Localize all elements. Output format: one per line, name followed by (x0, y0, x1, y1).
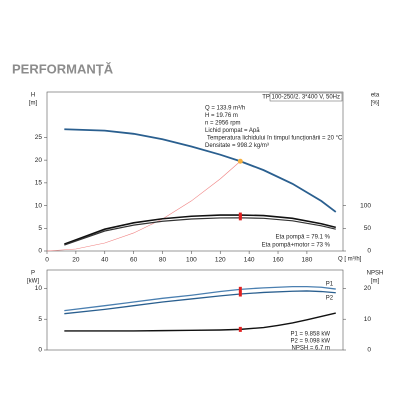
y-axis-label: H (31, 93, 35, 99)
curve (64, 128, 337, 213)
annotation: Lichid pompat = Apă (205, 128, 260, 134)
curve (64, 312, 336, 332)
annotation: n = 2956 rpm (205, 121, 241, 127)
plot-frame (46, 269, 344, 351)
x-tick-label: 80 (159, 257, 167, 264)
y-tick-label: 5 (38, 316, 42, 323)
x-tick-label: 100 (186, 257, 197, 264)
x-tick-label: 60 (130, 257, 138, 264)
y2-axis-label: [m] (371, 279, 380, 285)
duty-marker (238, 291, 242, 297)
y2-tick-label: 100 (360, 202, 371, 209)
x-axis-label: Q [ m³/h] (338, 257, 362, 263)
annotation: Q = 133.9 m³/h (205, 106, 245, 112)
y-tick-label: 20 (35, 157, 43, 164)
annotation: Temperatura lichidului în timpul funcțio… (207, 136, 343, 142)
annotation: Eta pompă+motor = 73 % (262, 243, 331, 249)
y2-tick-label: 10 (364, 316, 372, 323)
annotation: TP 100-250/2. 3*400 V, 50Hz (262, 95, 340, 101)
x-tick-label: 0 (45, 257, 49, 264)
x-tick-label: 180 (301, 257, 312, 264)
y-axis-label: P (31, 271, 35, 277)
annotation: Eta pompă = 79.1 % (275, 235, 330, 241)
annotation: Densitate = 998.2 kg/m³ (205, 143, 269, 149)
y-tick-label: 15 (35, 180, 43, 187)
annotation: P2 = 9.098 kW (290, 339, 330, 345)
y2-axis-label: [%] (371, 101, 380, 107)
y-tick-label: 10 (35, 202, 43, 209)
curve (64, 285, 336, 312)
x-tick-label: 40 (101, 257, 109, 264)
duty-point (237, 158, 243, 164)
duty-marker (238, 286, 242, 292)
y-tick-label: 25 (35, 134, 43, 141)
y-tick-label: 0 (38, 347, 42, 354)
annotation: H = 19.76 m (205, 113, 238, 119)
x-tick-label: 140 (244, 257, 255, 264)
y-axis-label: [kW] (27, 279, 39, 285)
y2-tick-label: 0 (367, 347, 371, 354)
duty-marker (238, 326, 242, 332)
curve (46, 161, 241, 252)
y2-axis-label: eta (371, 93, 380, 99)
curve-label: P2 (326, 295, 334, 301)
x-tick-label: 160 (273, 257, 284, 264)
x-tick-label: 120 (215, 257, 226, 264)
curve (64, 214, 336, 245)
y-tick-label: 0 (38, 248, 42, 255)
duty-marker (238, 215, 242, 221)
y2-tick-label: 20 (364, 285, 372, 292)
curve-label: P1 (326, 282, 334, 288)
annotation: NPSH = 6.7 m (291, 346, 330, 352)
info-box (269, 92, 343, 102)
y2-axis-label: NPSH (367, 271, 384, 277)
page-title: PERFORMANȚĂ (12, 61, 114, 76)
y2-tick-label: 50 (364, 225, 372, 232)
curve (64, 290, 336, 315)
y2-tick-label: 0 (367, 248, 371, 255)
y-tick-label: 5 (38, 225, 42, 232)
duty-marker (238, 212, 242, 218)
annotation: P1 = 9.858 kW (290, 332, 330, 338)
y-axis-label: [m] (29, 101, 38, 107)
x-tick-label: 20 (72, 257, 80, 264)
plot-frame (46, 91, 344, 252)
y-tick-label: 10 (35, 285, 43, 292)
curve (64, 217, 336, 246)
